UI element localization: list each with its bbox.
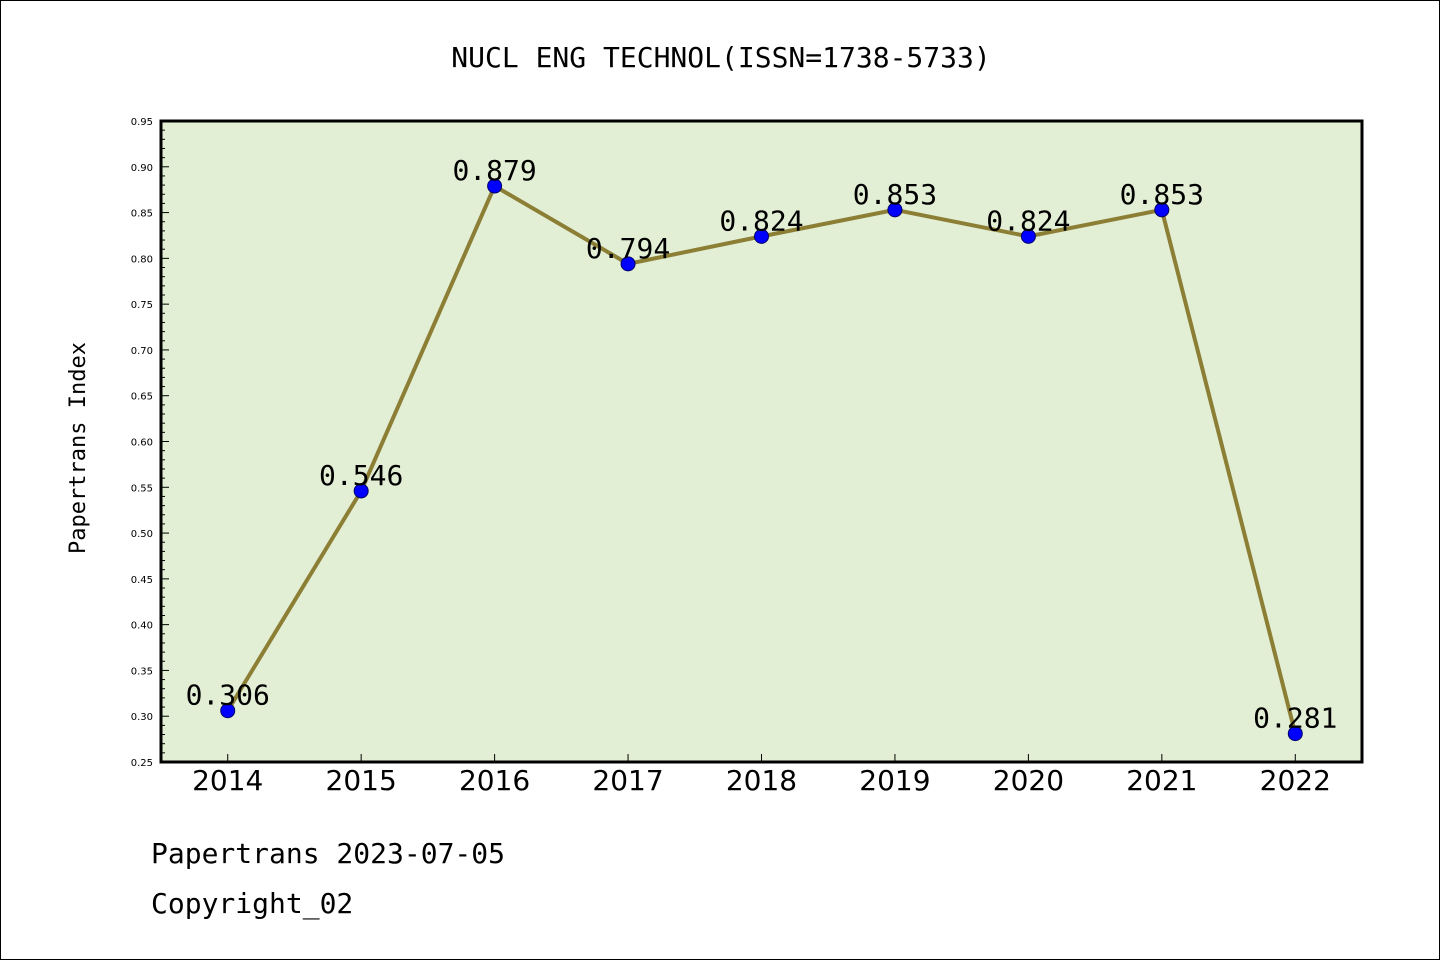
data-point: [1154, 202, 1170, 218]
y-axis-label: Papertrans Index: [66, 342, 91, 554]
data-label: 0.281: [1253, 702, 1337, 735]
data-point: [887, 202, 903, 218]
y-tick-label: 0.35: [131, 666, 153, 677]
x-tick-label: 2014: [192, 764, 263, 797]
y-tick-label: 0.80: [131, 254, 153, 265]
x-tick-label: 2015: [326, 764, 397, 797]
data-point: [620, 256, 636, 272]
x-tick-label: 2021: [1126, 764, 1197, 797]
chart-title: NUCL ENG TECHNOL(ISSN=1738-5733): [451, 41, 990, 74]
y-tick-label: 0.85: [131, 209, 153, 220]
y-tick-label: 0.60: [131, 438, 153, 449]
y-tick-label: 0.25: [131, 758, 153, 769]
y-tick-label: 0.40: [131, 621, 153, 632]
y-tick-label: 0.70: [131, 346, 153, 357]
data-label: 0.546: [319, 459, 403, 492]
x-tick-label: 2019: [859, 764, 930, 797]
data-label: 0.306: [186, 679, 270, 712]
x-tick-label: 2016: [459, 764, 530, 797]
y-tick-label: 0.65: [131, 392, 153, 403]
y-tick-label: 0.75: [131, 300, 153, 311]
data-label: 0.824: [719, 204, 803, 237]
plot-border: [159, 119, 1364, 764]
data-label: 0.824: [986, 204, 1070, 237]
y-tick-label: 0.55: [131, 483, 153, 494]
data-point: [487, 178, 503, 194]
y-tick-label: 0.90: [131, 163, 153, 174]
x-tick-label: 2017: [592, 764, 663, 797]
plot-background: [161, 121, 1362, 762]
footer-date-text: Papertrans 2023-07-05: [151, 837, 506, 870]
footer-copyright-text: Copyright_02: [151, 887, 354, 920]
data-point: [220, 703, 236, 719]
x-tick-label: 2018: [726, 764, 797, 797]
data-label: 0.853: [853, 178, 937, 211]
y-tick-label: 0.95: [131, 117, 153, 128]
data-point: [1020, 228, 1036, 244]
data-label: 0.879: [452, 154, 536, 187]
data-point: [353, 483, 369, 499]
plot-area: 0.25 0.30 0.35 0.40 0.45 0.50 0.55 0.60 0.65 0.70…: [131, 117, 1364, 797]
y-tick-label: 0.30: [131, 712, 153, 723]
data-label: 0.794: [586, 232, 670, 265]
data-point: [1287, 726, 1303, 742]
y-tick-label: 0.50: [131, 529, 153, 540]
x-tick-label: 2022: [1260, 764, 1331, 797]
x-tick-label: 2020: [993, 764, 1064, 797]
data-point: [754, 228, 769, 244]
y-tick-label: 0.45: [131, 575, 153, 586]
data-label: 0.853: [1120, 178, 1204, 211]
